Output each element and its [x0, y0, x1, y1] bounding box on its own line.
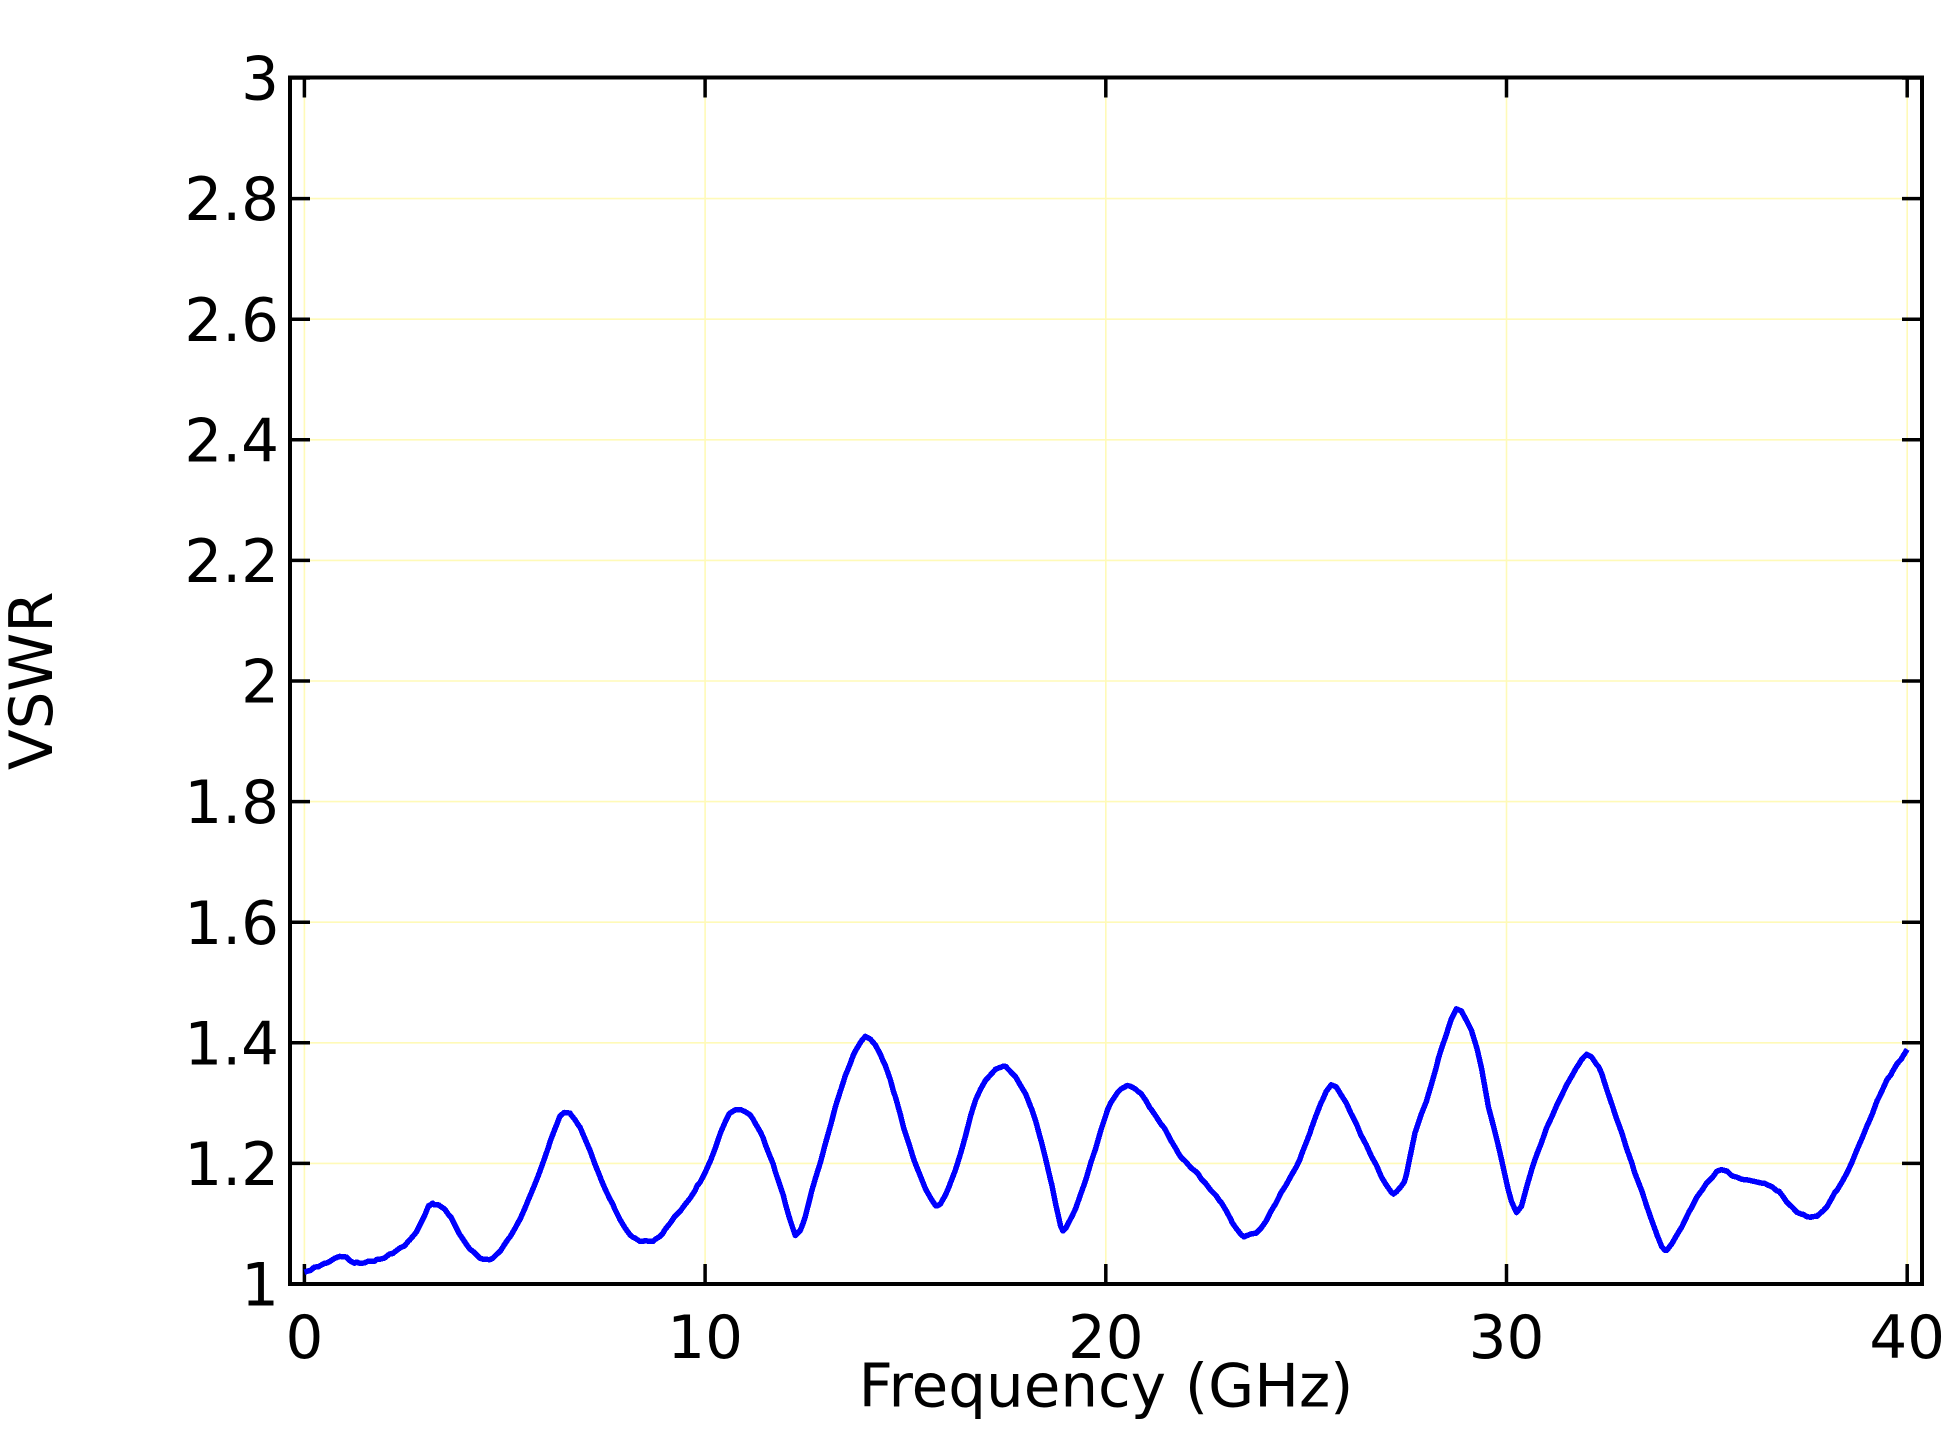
grid-lines	[290, 77, 1922, 1284]
x-tick-label: 10	[667, 1304, 743, 1373]
data-series	[303, 1006, 1910, 1275]
plot-border	[288, 75, 1924, 1286]
y-tick-label: 2.2	[184, 528, 279, 597]
x-tick-label: 0	[285, 1304, 323, 1373]
y-tick-label: 3	[241, 46, 279, 115]
x-tick-label: 20	[1068, 1304, 1144, 1373]
x-tick-label: 40	[1869, 1304, 1943, 1373]
y-tick-label: 1	[241, 1252, 279, 1321]
axis-labels: 0 10 20 30 40 1 1.2 1.4 1.6 1.8 2 2.2 2.4 2.6 2.8 3 Fr…	[0, 46, 1943, 1422]
y-tick-label: 1.4	[184, 1010, 279, 1079]
y-axis-title: VSWR	[0, 591, 67, 770]
x-tick-label: 30	[1469, 1304, 1545, 1373]
y-tick-label: 1.6	[184, 890, 279, 959]
x-tick-labels: 0 10 20 30 40	[285, 1304, 1943, 1373]
y-tick-label: 2.6	[184, 287, 279, 356]
vswr-curve	[303, 1006, 1910, 1275]
y-tick-labels: 1 1.2 1.4 1.6 1.8 2 2.2 2.4 2.6 2.8 3	[184, 46, 279, 1321]
y-tick-label: 2.4	[184, 407, 279, 476]
y-tick-label: 1.8	[184, 769, 279, 838]
x-axis-title: Frequency (GHz)	[859, 1353, 1354, 1422]
y-tick-label: 1.2	[184, 1131, 279, 1200]
y-tick-label: 2.8	[184, 166, 279, 235]
y-tick-label: 2	[241, 649, 279, 718]
